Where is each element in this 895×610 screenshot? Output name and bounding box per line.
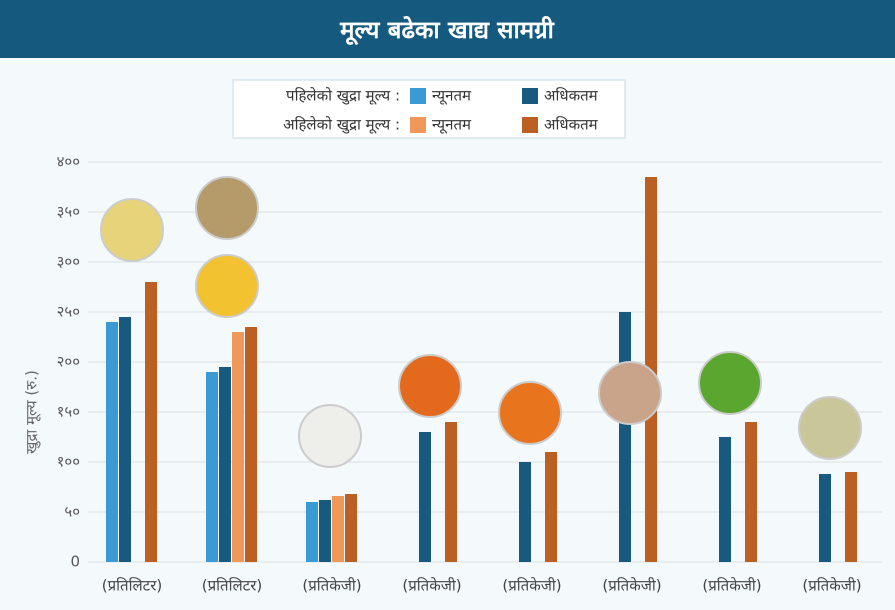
legend-group-label: पहिलेको खुद्रा मूल्य : xyxy=(286,87,400,106)
food-image xyxy=(698,351,762,415)
x-tick-label: (प्रतिकेजी) xyxy=(502,577,561,595)
x-tick-label: (प्रतिलिटर) xyxy=(202,577,262,595)
food-image xyxy=(598,361,662,425)
bar xyxy=(719,437,731,562)
food-image xyxy=(195,176,259,240)
y-tick-label: 0 xyxy=(70,553,80,571)
legend-label: अधिकतम xyxy=(544,87,599,105)
x-tick-label: (प्रतिलिटर) xyxy=(102,577,162,595)
bar xyxy=(819,474,831,562)
bar xyxy=(545,452,557,562)
chart-title: मूल्य बढेका खाद्य सामग्री xyxy=(339,16,554,46)
food-images xyxy=(100,176,862,468)
legend-swatch xyxy=(410,117,426,133)
bar xyxy=(332,496,344,562)
y-tick-label: ५० xyxy=(64,503,80,521)
x-tick-label: (प्रतिकेजी) xyxy=(302,577,361,595)
y-tick-label: २०० xyxy=(57,353,80,371)
food-image xyxy=(298,404,362,468)
food-image xyxy=(498,381,562,445)
legend-swatch xyxy=(410,88,426,104)
bar xyxy=(345,494,357,562)
y-axis-label: खुद्रा मूल्य (रु.) xyxy=(23,370,42,454)
bar xyxy=(419,432,431,562)
y-tick-label: ३०० xyxy=(57,253,80,271)
bar xyxy=(745,422,757,562)
title-bar xyxy=(0,0,895,58)
legend-label: अधिकतम xyxy=(544,116,599,134)
y-tick-label: ३५० xyxy=(57,203,80,221)
bar xyxy=(245,327,257,562)
bar xyxy=(306,502,318,562)
bar xyxy=(106,322,118,562)
x-tick-label: (प्रतिकेजी) xyxy=(702,577,761,595)
legend-box xyxy=(232,79,626,139)
legend-label: न्यूनतम xyxy=(432,87,472,106)
food-image xyxy=(398,354,462,418)
bar xyxy=(232,332,244,562)
food-image xyxy=(798,396,862,460)
bar xyxy=(145,282,157,562)
food-image xyxy=(100,198,164,262)
legend-label: न्यूनतम xyxy=(432,116,472,135)
bar xyxy=(619,312,631,562)
bar xyxy=(845,472,857,562)
y-tick-label: १५० xyxy=(57,403,80,421)
x-tick-label: (प्रतिकेजी) xyxy=(802,577,861,595)
bar xyxy=(119,317,131,562)
bar xyxy=(519,462,531,562)
y-tick-label: ४०० xyxy=(57,153,80,171)
food-image xyxy=(195,254,259,318)
bar xyxy=(206,372,218,562)
y-tick-label: १०० xyxy=(57,453,80,471)
bar xyxy=(219,367,231,562)
x-tick-label: (प्रतिकेजी) xyxy=(602,577,661,595)
legend-group-label: अहिलेको खुद्रा मूल्य : xyxy=(283,116,400,135)
x-tick-label: (प्रतिकेजी) xyxy=(402,577,461,595)
bar xyxy=(319,500,331,562)
y-tick-label: २५० xyxy=(57,303,80,321)
bar xyxy=(445,422,457,562)
legend-swatch xyxy=(522,117,538,133)
legend-swatch xyxy=(522,88,538,104)
